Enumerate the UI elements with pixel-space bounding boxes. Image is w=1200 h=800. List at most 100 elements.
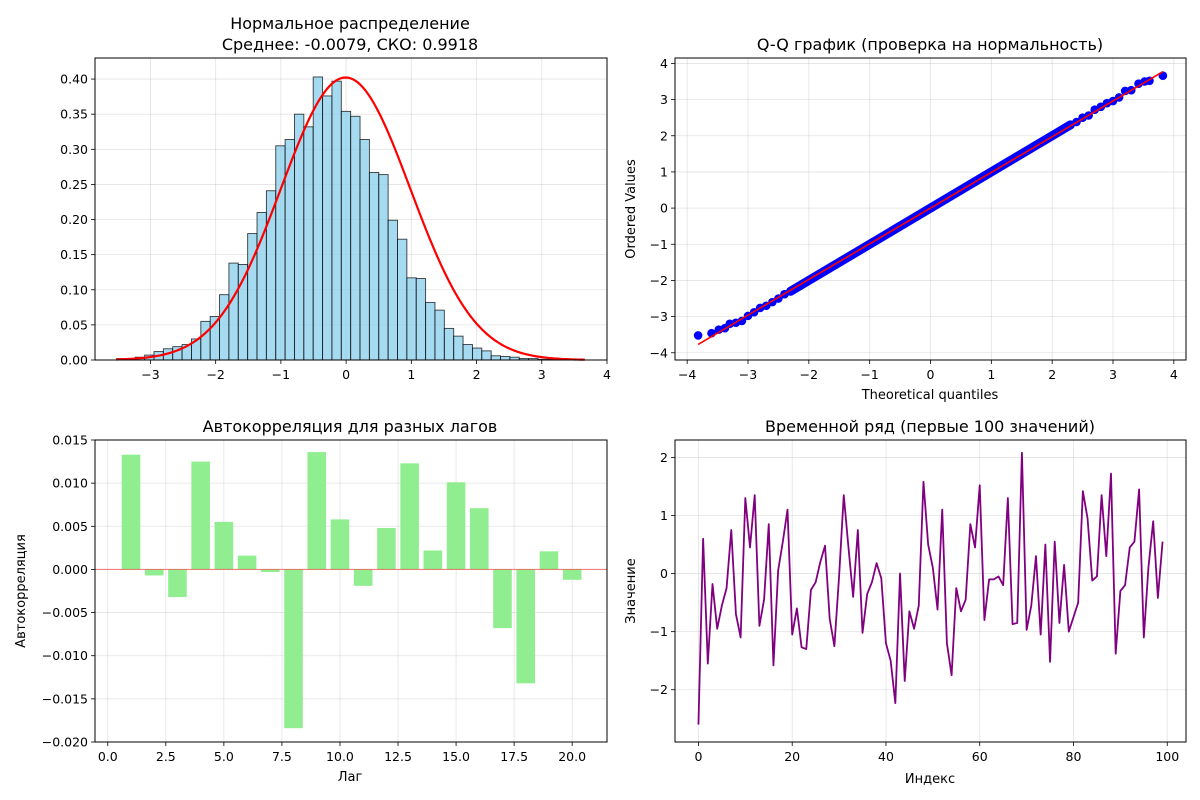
autocorr-bar (121, 454, 141, 570)
qq-point (693, 331, 703, 340)
y-tick-label: 4 (660, 56, 668, 71)
autocorr-bar (353, 569, 373, 586)
y-tick-label: −0.020 (42, 735, 88, 750)
x-tick-label: 2.5 (156, 749, 176, 764)
autocorr-bar (214, 521, 234, 570)
histogram-bar (471, 347, 483, 361)
timeseries-xlabel: Индекс (905, 772, 955, 787)
timeseries-panel: Временной ряд (первые 100 значений) 0 20 4… (624, 417, 1187, 787)
timeseries-frame (674, 439, 1187, 743)
x-tick-label: 0 (927, 367, 935, 382)
y-tick-label: 1 (660, 508, 668, 523)
histogram-bar (359, 139, 370, 361)
timeseries-title: Временной ряд (первые 100 значений) (765, 417, 1095, 436)
histogram-bar (425, 301, 436, 361)
autocorr-bar (516, 569, 536, 684)
qq-panel: Q-Q график (проверка на нормальность) −4… (624, 35, 1187, 403)
autocorr-bar (330, 519, 350, 570)
timeseries-line (697, 451, 1164, 725)
autocorr-bar (446, 482, 466, 570)
y-tick-label: 0.05 (60, 317, 88, 332)
y-tick-label: 0.30 (60, 142, 88, 157)
y-tick-label: 0.15 (60, 247, 88, 262)
x-tick-label: 60 (972, 749, 988, 764)
autocorr-bar (237, 555, 257, 570)
histogram-bar (378, 174, 389, 361)
y-tick-label: −3 (650, 309, 668, 324)
y-tick-label: −4 (650, 345, 668, 360)
qq-ylabel: Ordered Values (624, 159, 639, 259)
x-tick-label: −3 (739, 367, 757, 382)
histogram-bar (322, 95, 333, 361)
x-tick-label: −1 (272, 367, 290, 382)
autocorr-bar (144, 569, 164, 576)
autocorr-bar (400, 463, 419, 570)
autocorr-frame (94, 439, 608, 743)
autocorr-bar (284, 569, 303, 729)
y-tick-label: 0.015 (52, 433, 88, 448)
x-tick-label: 1 (407, 367, 415, 382)
histogram-bar (387, 219, 398, 361)
autocorr-bar (423, 550, 443, 570)
y-tick-label: 0 (660, 201, 668, 216)
x-tick-label: 2 (473, 367, 481, 382)
y-tick-label: −2 (650, 273, 668, 288)
x-tick-label: 0 (342, 367, 350, 382)
y-tick-label: 0.40 (60, 72, 88, 87)
y-tick-label: −1 (650, 624, 668, 639)
x-tick-label: −4 (678, 367, 696, 382)
qq-fit-line (697, 71, 1164, 346)
y-tick-label: −0.015 (42, 691, 88, 706)
x-tick-label: 80 (1066, 749, 1082, 764)
autocorr-bar (562, 569, 582, 580)
qq-xlabel: Theoretical quantiles (861, 388, 999, 403)
y-tick-label: 0.10 (60, 282, 88, 297)
autocorr-title: Автокорреляция для разных лагов (203, 417, 498, 436)
histogram-panel: Нормальное распределение Среднее: -0.007… (60, 14, 611, 382)
histogram-bar (228, 262, 239, 361)
y-tick-label: 2 (660, 450, 668, 465)
x-tick-label: 2 (1048, 367, 1056, 382)
qq-point (737, 316, 747, 326)
histogram-bar (500, 356, 511, 361)
autocorr-bar (307, 452, 327, 570)
histogram-bar (219, 294, 230, 361)
x-tick-label: −2 (206, 367, 224, 382)
autocorr-ylabel: Автокорреляция (14, 534, 29, 648)
x-tick-label: 5.0 (214, 749, 234, 764)
histogram-bar (481, 350, 492, 361)
histogram-bar (490, 355, 501, 361)
autocorr-panel: Автокорреляция для разных лагов 0.0 2.5 5.… (14, 417, 608, 785)
y-tick-label: 0.005 (52, 519, 88, 534)
histogram-title-line2: Среднее: -0.0079, СКО: 0.9918 (222, 35, 478, 54)
autocorr-bar (377, 528, 396, 570)
x-tick-label: 40 (878, 749, 894, 764)
x-tick-label: 0 (694, 749, 702, 764)
y-tick-label: −2 (650, 682, 668, 697)
x-tick-label: 12.5 (384, 749, 412, 764)
x-tick-label: 20.0 (558, 749, 586, 764)
autocorr-bar (470, 508, 489, 570)
x-tick-label: 7.5 (272, 749, 292, 764)
x-tick-label: −1 (860, 367, 878, 382)
x-tick-label: 1 (987, 367, 995, 382)
x-tick-label: 3 (538, 367, 546, 382)
x-tick-label: 15.0 (442, 749, 470, 764)
y-tick-label: 0.25 (60, 177, 88, 192)
histogram-bar (350, 115, 361, 361)
x-tick-label: 4 (603, 367, 611, 382)
histogram-bar (406, 277, 417, 361)
histogram-bar (340, 110, 352, 361)
x-tick-label: 3 (1109, 367, 1117, 382)
histogram-bar (443, 327, 455, 361)
histogram-bar (434, 309, 445, 361)
autocorr-bar (168, 569, 187, 598)
y-tick-label: 0.000 (52, 562, 88, 577)
histogram-bar (303, 126, 314, 361)
x-tick-label: 100 (1155, 749, 1179, 764)
y-tick-label: 0.20 (60, 212, 88, 227)
autocorr-bar (539, 551, 559, 570)
y-tick-label: −0.005 (42, 605, 88, 620)
x-tick-label: −3 (141, 367, 159, 382)
